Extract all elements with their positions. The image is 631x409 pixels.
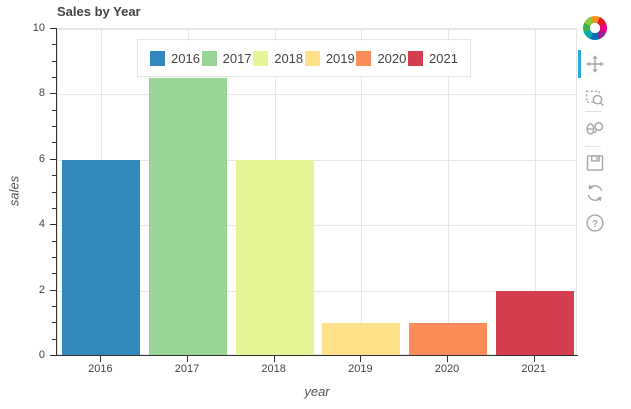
save-tool-button[interactable] <box>583 151 607 175</box>
box-zoom-icon <box>585 90 604 107</box>
legend-label: 2018 <box>274 50 304 66</box>
help-tool-button[interactable]: ? <box>583 211 607 235</box>
h-gridline <box>58 159 576 161</box>
y-minor-tick <box>52 175 56 177</box>
y-minor-tick <box>52 322 56 324</box>
y-tick-label: 2 <box>38 283 45 296</box>
y-tick-label: 0 <box>38 349 45 361</box>
bar-2019 <box>322 323 401 356</box>
bar-2018 <box>235 159 314 356</box>
h-gridline <box>58 225 576 227</box>
legend-label: 2019 <box>325 50 355 66</box>
v-gridline <box>534 29 536 354</box>
x-major-tick <box>360 356 362 362</box>
y-minor-tick <box>52 305 56 307</box>
v-gridline <box>361 29 363 354</box>
legend-entry: 2019 <box>304 50 355 66</box>
bar-2020 <box>409 323 487 356</box>
y-minor-tick <box>52 256 56 258</box>
legend-label: 2017 <box>222 50 252 66</box>
y-major-tick <box>50 93 56 95</box>
legend-swatch <box>408 50 424 66</box>
legend-swatch <box>304 50 320 66</box>
x-major-tick <box>187 356 188 362</box>
v-gridline <box>448 29 449 354</box>
bokeh-logo-icon[interactable] <box>583 16 607 40</box>
y-tick-label: 10 <box>32 22 45 34</box>
svg-text:?: ? <box>592 219 598 230</box>
legend-entry: 2016 <box>150 50 200 66</box>
pan-icon <box>586 55 604 73</box>
legend-label: 2016 <box>171 50 200 66</box>
reset-tool-button[interactable] <box>583 181 607 205</box>
legend-swatch <box>150 50 165 66</box>
y-major-tick <box>50 28 56 29</box>
wheel-zoom-icon <box>586 122 604 135</box>
legend: 2016 2017 2018 2019 2020 2021 <box>137 39 471 77</box>
y-minor-tick <box>52 109 56 111</box>
h-gridline <box>58 290 576 292</box>
legend-swatch <box>356 50 372 66</box>
plot-area[interactable] <box>57 28 577 356</box>
x-axis-label: year <box>304 384 330 399</box>
y-major-tick <box>50 289 56 291</box>
toolbar-divider <box>585 111 601 112</box>
x-tick-label: 2021 <box>521 363 546 375</box>
legend-label: 2021 <box>429 50 458 66</box>
x-major-tick <box>447 356 448 362</box>
y-minor-tick <box>52 60 56 62</box>
x-tick-label: 2017 <box>174 363 200 375</box>
y-minor-tick <box>52 191 56 193</box>
legend-entry: 2020 <box>356 50 407 66</box>
bar-2016 <box>62 159 141 356</box>
h-gridline <box>58 94 576 96</box>
toolbar-divider <box>585 146 601 147</box>
active-tool-indicator <box>578 50 581 78</box>
y-major-tick <box>50 355 56 356</box>
y-minor-tick <box>52 77 56 79</box>
legend-entry: 2021 <box>408 50 458 66</box>
y-minor-tick <box>52 338 56 340</box>
x-major-tick <box>100 356 102 362</box>
y-axis-label: sales <box>6 175 22 207</box>
y-minor-tick <box>52 207 56 209</box>
save-icon <box>586 155 604 171</box>
y-axis-line <box>56 28 57 356</box>
y-minor-tick <box>52 142 56 144</box>
y-major-tick <box>50 224 56 226</box>
x-tick-label: 2018 <box>261 363 286 375</box>
wheel-zoom-tool-button[interactable] <box>583 117 607 141</box>
y-minor-tick <box>52 44 56 46</box>
y-tick-label: 4 <box>38 218 45 231</box>
x-axis-line <box>56 355 578 356</box>
bar-2021 <box>495 290 574 356</box>
legend-swatch <box>253 50 269 66</box>
legend-label: 2020 <box>377 50 407 66</box>
y-minor-tick <box>52 240 56 242</box>
legend-entry: 2018 <box>253 50 304 66</box>
x-tick-label: 2019 <box>348 363 373 375</box>
x-tick-label: 2016 <box>88 363 113 375</box>
toolbar: ? <box>578 0 631 409</box>
x-tick-label: 2020 <box>434 363 460 375</box>
box-zoom-tool-button[interactable] <box>583 86 607 110</box>
bar-2017 <box>149 78 227 356</box>
chart-title: Sales by Year <box>57 4 141 19</box>
y-tick-label: 8 <box>38 87 45 100</box>
x-major-tick <box>273 356 275 362</box>
pan-tool-button[interactable] <box>583 52 607 76</box>
legend-entry: 2017 <box>201 50 252 66</box>
legend-swatch <box>201 50 217 66</box>
y-tick-label: 6 <box>38 152 45 165</box>
y-major-tick <box>50 158 56 160</box>
help-icon: ? <box>586 214 604 232</box>
h-gridline <box>58 29 576 30</box>
x-major-tick <box>533 356 535 362</box>
y-minor-tick <box>52 126 56 128</box>
y-minor-tick <box>52 273 56 275</box>
reset-icon <box>587 184 603 202</box>
